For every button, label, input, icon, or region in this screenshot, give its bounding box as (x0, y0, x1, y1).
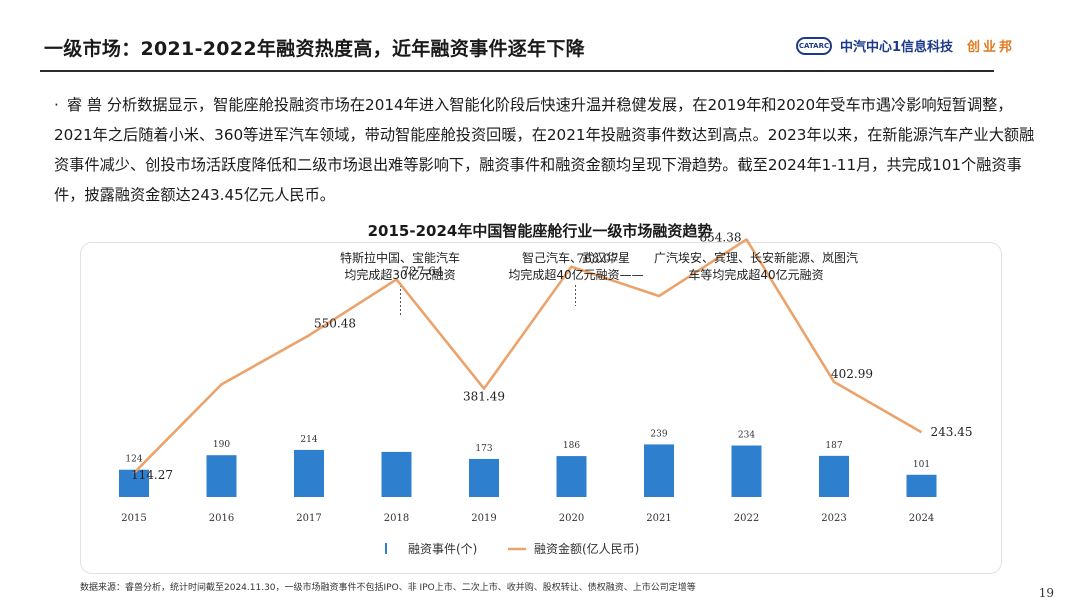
line-label-2022: 854.38 (700, 230, 742, 244)
line-label-2023: 402.99 (831, 367, 873, 381)
annotation-2018-line1: 特斯拉中国、宝能汽车 (340, 250, 460, 265)
annotation-2022-line2: 车等均完成超40亿元融资 (688, 267, 823, 282)
line-label-2017: 550.48 (314, 316, 356, 330)
bar-label-2024: 101 (913, 460, 930, 470)
line-label-2024: 243.45 (931, 425, 973, 439)
annotation-2020-line1: 智己汽车、武汉华星 (522, 250, 630, 265)
chart-title: 2015-2024年中国智能座舱行业一级市场融资趋势 (367, 222, 713, 240)
annotation-2022-line1: 广汽埃安、宾理、长安新能源、岚图汽 (654, 250, 858, 265)
bar-2018 (381, 451, 412, 497)
bar-2024 (906, 474, 937, 497)
x-tick-2021: 2021 (646, 513, 671, 524)
data-source-note: 数据来源：睿兽分析，统计时间截至2024.11.30，一级市场融资事件不包括IP… (80, 583, 696, 593)
summary-paragraph: · 睿 兽 分析数据显示，智能座舱投融资市场在2014年进入智能化阶段后快速升温并… (54, 90, 1040, 210)
x-tick-2019: 2019 (471, 513, 496, 524)
line-series-amount (133, 238, 923, 474)
x-tick-2022: 2022 (734, 513, 759, 524)
bar-label-2023: 187 (825, 441, 842, 451)
legend-bar-label: 融资事件(个) (408, 542, 477, 556)
bar-label-2022: 234 (738, 431, 755, 441)
x-tick-2016: 2016 (209, 513, 234, 524)
bar-2021 (644, 444, 674, 497)
x-tick-2015: 2015 (121, 513, 146, 524)
brand-name: 中汽中心1信息科技 (840, 40, 954, 55)
bullet-icon: · (54, 96, 59, 114)
bar-2017 (294, 449, 324, 497)
x-tick-2018: 2018 (384, 513, 409, 524)
bar-label-2019: 173 (475, 444, 492, 454)
bar-2020 (556, 456, 587, 497)
bar-2022 (731, 445, 762, 497)
x-tick-2020: 2020 (559, 513, 584, 524)
x-tick-2024: 2024 (909, 513, 934, 524)
page-number: 19 (1038, 586, 1054, 600)
catarc-logo-icon: CATARC (796, 36, 832, 55)
annotation-2018-line2: 均完成超30亿元融资 (344, 267, 455, 282)
legend-bar-swatch (385, 543, 387, 554)
bar-2015 (119, 469, 149, 497)
bar-label-2020: 186 (563, 441, 580, 451)
bar-label-2017: 214 (300, 435, 317, 445)
x-tick-2023: 2023 (821, 513, 846, 524)
brand-block: CATARC 中汽中心1信息科技 创业邦 (796, 36, 1015, 55)
line-label-2018: 727.64 (402, 264, 444, 278)
x-tick-2017: 2017 (296, 513, 321, 524)
bar-label-2021: 239 (650, 429, 667, 439)
bar-2019 (469, 458, 499, 497)
bar-label-2016: 190 (213, 440, 230, 450)
bar-2023 (819, 455, 849, 497)
title-divider (40, 70, 994, 72)
bar-2016 (206, 455, 237, 497)
annotation-2020-line2: 均完成超40亿元融资—— (508, 267, 643, 282)
line-label-2020: 768.07 (577, 252, 619, 266)
line-label-2015: 114.27 (131, 468, 173, 482)
chart-frame (80, 242, 1002, 574)
line-label-2019: 381.49 (463, 390, 505, 404)
legend-line-label: 融资金额(亿人民币) (534, 541, 639, 556)
bar-label-2015: 124 (125, 455, 142, 465)
brand-sub: 创业邦 (967, 40, 1016, 55)
summary-text: 睿 兽 分析数据显示，智能座舱投融资市场在2014年进入智能化阶段后快速升温并稳… (54, 96, 1035, 204)
page-title: 一级市场：2021-2022年融资热度高，近年融资事件逐年下降 (44, 38, 585, 60)
